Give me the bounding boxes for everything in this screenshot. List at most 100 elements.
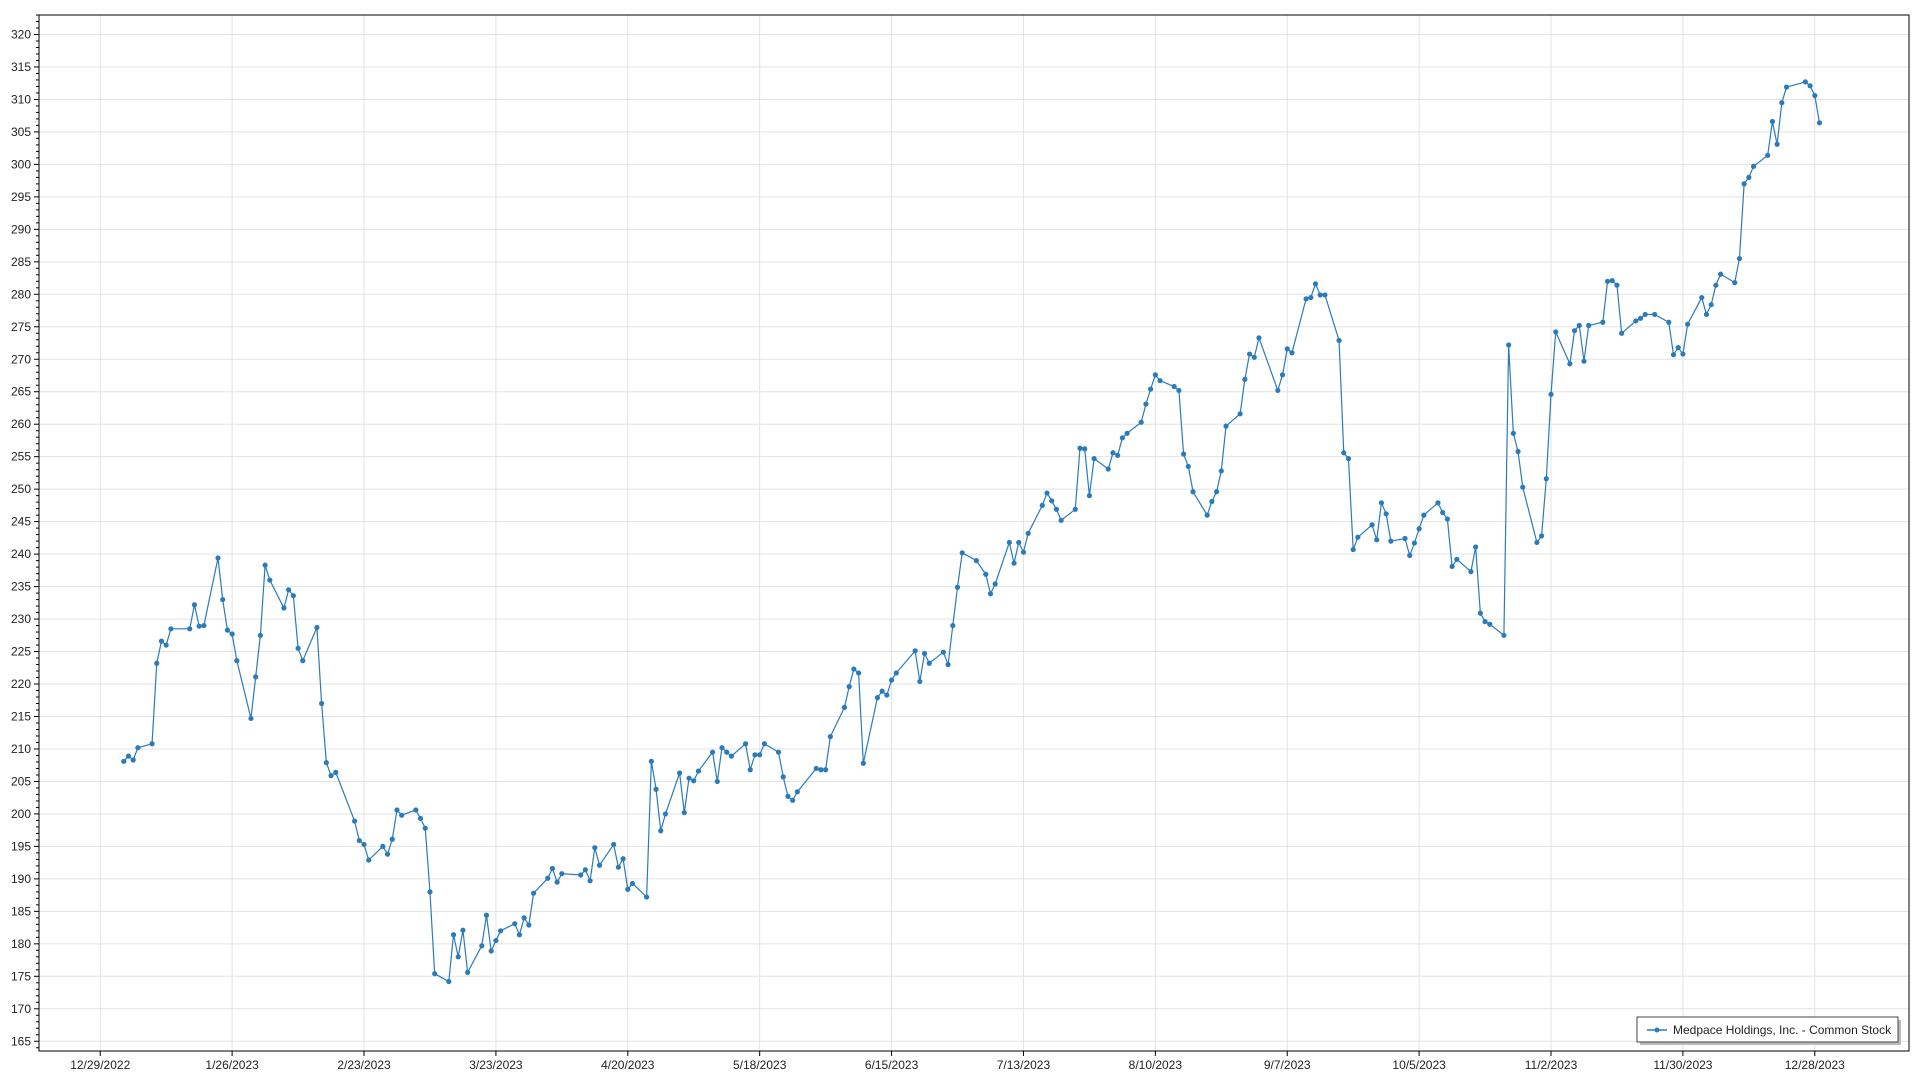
- data-point: [1567, 361, 1573, 367]
- data-point: [224, 627, 231, 633]
- data-point: [1506, 342, 1512, 348]
- x-tick-label: 3/23/2023: [469, 1058, 523, 1072]
- x-tick-label: 12/28/2023: [1785, 1058, 1845, 1072]
- y-tick-label: 215: [11, 709, 31, 723]
- data-point: [742, 741, 749, 747]
- data-point: [893, 670, 899, 676]
- y-tick-label: 185: [11, 904, 31, 918]
- data-point: [1548, 391, 1554, 397]
- data-point: [1807, 83, 1813, 89]
- data-point: [1717, 271, 1724, 277]
- data-point: [950, 622, 956, 629]
- data-point: [229, 631, 235, 637]
- data-point: [1016, 539, 1022, 546]
- data-point: [1501, 632, 1507, 638]
- data-point: [1058, 517, 1064, 523]
- data-point: [1779, 100, 1785, 106]
- data-point: [851, 666, 857, 672]
- data-point: [658, 828, 664, 834]
- data-point: [992, 581, 998, 587]
- data-point: [1642, 311, 1648, 318]
- data-point: [611, 841, 617, 848]
- data-point: [389, 836, 395, 842]
- data-point: [987, 591, 994, 597]
- data-point: [582, 867, 588, 873]
- data-point: [709, 749, 716, 755]
- data-point: [587, 878, 593, 884]
- data-point: [1670, 352, 1677, 358]
- data-point: [874, 695, 881, 701]
- x-tick-label: 1/26/2023: [205, 1058, 259, 1072]
- data-point: [1110, 450, 1116, 456]
- data-point: [686, 775, 692, 781]
- data-point: [1750, 163, 1757, 169]
- data-point: [479, 943, 485, 949]
- data-point: [827, 734, 833, 740]
- legend-marker-swatch: [1654, 1027, 1660, 1033]
- data-point: [1312, 281, 1319, 287]
- y-tick-label: 205: [11, 774, 31, 788]
- data-point: [714, 778, 720, 785]
- data-point: [1138, 419, 1144, 425]
- data-point: [1619, 330, 1625, 336]
- data-point: [790, 797, 796, 803]
- data-point: [596, 862, 603, 868]
- data-point: [1576, 322, 1582, 329]
- y-tick-label: 310: [11, 92, 31, 106]
- data-point: [1020, 549, 1027, 555]
- data-point: [422, 825, 428, 831]
- data-point: [1685, 321, 1691, 327]
- y-tick-label: 305: [11, 125, 31, 139]
- data-point: [1637, 315, 1644, 321]
- y-tick-label: 230: [11, 612, 31, 626]
- data-point: [1812, 92, 1818, 99]
- data-point: [620, 856, 626, 862]
- data-point: [135, 745, 141, 751]
- data-point: [653, 786, 659, 792]
- y-axis: 165 170 175 180 185 190 195 200 205 210 215 220 225 2…: [11, 14, 39, 1048]
- data-point: [1345, 456, 1352, 462]
- y-tick-label: 200: [11, 807, 31, 821]
- data-point: [1421, 512, 1427, 518]
- data-point: [1543, 476, 1549, 482]
- data-point: [1011, 560, 1017, 566]
- data-point: [757, 752, 763, 758]
- data-point: [1115, 452, 1121, 458]
- data-point: [775, 749, 782, 755]
- data-point: [921, 650, 928, 657]
- data-point: [281, 605, 287, 611]
- series-line: [123, 81, 1821, 983]
- data-point: [493, 937, 499, 944]
- y-tick-label: 180: [11, 937, 31, 951]
- data-point: [351, 818, 358, 824]
- data-point: [399, 812, 405, 818]
- x-axis: 12/29/2022 1/26/2023 2/23/2023 3/23/2023 4/2…: [70, 1051, 1845, 1072]
- data-point: [1341, 450, 1347, 456]
- data-point: [1148, 386, 1154, 392]
- data-point: [1538, 533, 1545, 539]
- data-point: [1765, 152, 1771, 158]
- data-point: [196, 623, 202, 629]
- y-tick-label: 320: [11, 27, 31, 41]
- data-point: [460, 927, 466, 933]
- data-point: [516, 932, 523, 938]
- y-tick-label: 225: [11, 645, 31, 659]
- x-tick-label: 2/23/2023: [337, 1058, 391, 1072]
- data-point: [1388, 538, 1394, 544]
- data-point: [1204, 512, 1210, 518]
- data-point: [1600, 319, 1606, 325]
- data-point: [1402, 535, 1408, 542]
- x-tick-label: 12/29/2022: [70, 1058, 130, 1072]
- data-point: [549, 865, 556, 872]
- y-tick-label: 165: [11, 1034, 31, 1048]
- data-point: [912, 648, 918, 654]
- data-point: [677, 770, 683, 776]
- data-point: [191, 602, 198, 608]
- data-point: [1317, 292, 1323, 298]
- data-point: [488, 948, 494, 954]
- data-point: [154, 660, 160, 666]
- data-point: [1082, 446, 1088, 452]
- data-point: [1604, 278, 1611, 284]
- y-tick-label: 175: [11, 969, 31, 983]
- data-point: [1246, 351, 1253, 357]
